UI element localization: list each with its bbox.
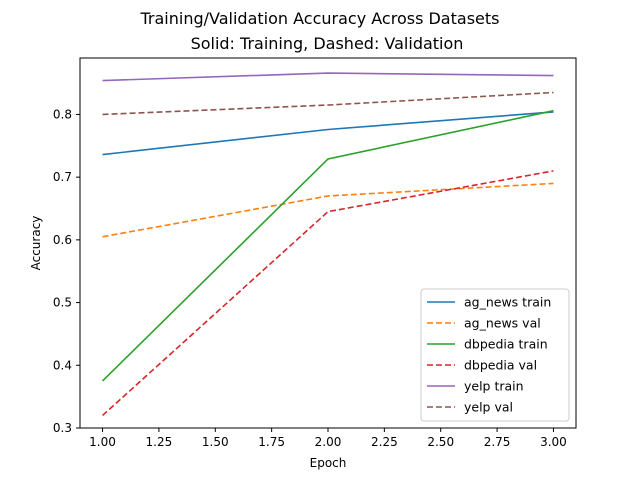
x-tick-label: 3.00: [540, 435, 567, 449]
y-tick-label: 0.6: [53, 233, 72, 247]
series-line-ag-news-train: [102, 111, 554, 156]
legend-label: dbpedia train: [464, 337, 548, 352]
series-line-yelp-train: [102, 72, 554, 82]
y-axis: 0.3 0.4 0.5 0.6 0.7 0.8: [53, 107, 80, 435]
chart-title: Training/Validation Accuracy Across Data…: [140, 9, 500, 28]
x-axis-label: Epoch: [310, 456, 347, 470]
x-tick-label: 1.00: [89, 435, 116, 449]
legend-label: yelp train: [464, 379, 524, 394]
y-tick-label: 0.5: [53, 296, 72, 310]
legend: ag_news train ag_news val dbpedia train dbp…: [420, 288, 570, 422]
series-line-dbpedia-val: [102, 170, 554, 417]
x-tick-label: 1.25: [146, 435, 173, 449]
chart-subtitle: Solid: Training, Dashed: Validation: [191, 34, 464, 53]
legend-label: ag_news train: [464, 295, 551, 310]
x-tick-label: 2.25: [371, 435, 398, 449]
y-tick-label: 0.7: [53, 170, 72, 184]
series-lines: [101, 72, 554, 417]
x-axis: 1.00 1.25 1.50 1.75 2.00 2.25 2.50 2.75 3.00: [89, 428, 567, 449]
x-tick-label: 2.00: [315, 435, 342, 449]
x-tick-label: 1.75: [258, 435, 285, 449]
legend-label: dbpedia val: [464, 358, 537, 373]
legend-box: [420, 288, 570, 422]
x-tick-label: 2.50: [427, 435, 454, 449]
series-line-dbpedia-train: [101, 109, 554, 382]
y-tick-label: 0.4: [53, 358, 72, 372]
legend-label: yelp val: [464, 400, 513, 415]
series-line-ag-news-val: [102, 182, 554, 238]
legend-label: ag_news val: [464, 316, 541, 331]
series-line-yelp-val: [102, 91, 554, 116]
x-tick-label: 1.50: [202, 435, 229, 449]
x-tick-label: 2.75: [484, 435, 511, 449]
y-axis-label: Accuracy: [29, 216, 43, 271]
y-tick-label: 0.3: [53, 421, 72, 435]
y-tick-label: 0.8: [53, 107, 72, 121]
